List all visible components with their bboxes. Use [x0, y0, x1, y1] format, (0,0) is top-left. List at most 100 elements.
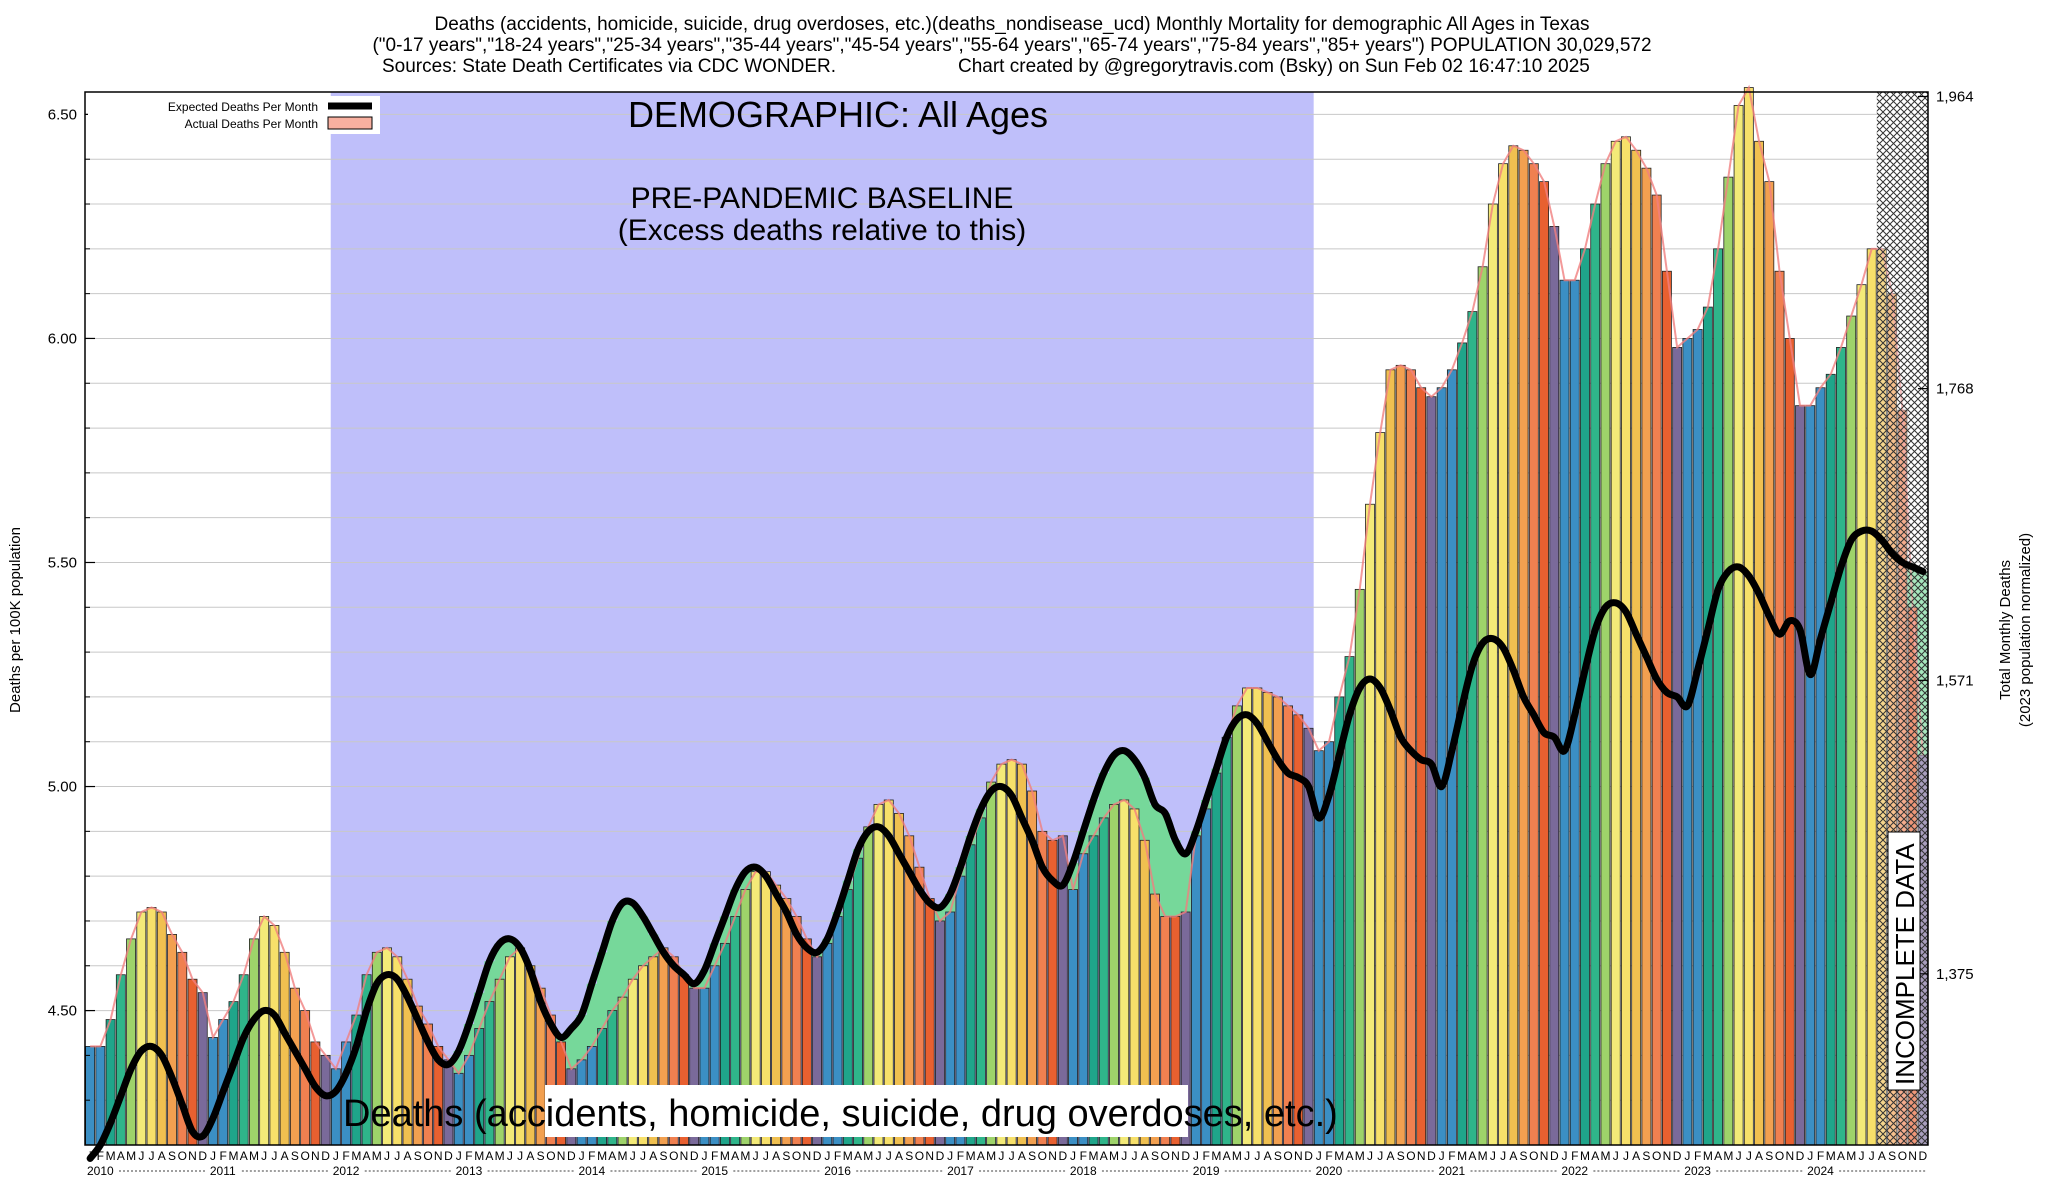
month-label: J	[1439, 1149, 1445, 1163]
month-label: A	[363, 1149, 371, 1163]
month-label: M	[720, 1149, 730, 1163]
month-label: A	[1141, 1149, 1149, 1163]
month-label: M	[863, 1149, 873, 1163]
month-label: J	[1623, 1149, 1629, 1163]
month-label: M	[1089, 1149, 1099, 1163]
baseline-label: PRE-PANDEMIC BASELINE	[631, 182, 1014, 215]
month-label: A	[404, 1149, 412, 1163]
month-label: D	[1919, 1149, 1928, 1163]
actual-bar	[1528, 163, 1539, 1146]
actual-bar	[1856, 284, 1867, 1146]
actual-bar	[1518, 149, 1529, 1146]
chart-title: Deaths (accidents, homicide, suicide, dr…	[434, 14, 1589, 35]
year-label: 2010	[87, 1164, 114, 1178]
month-label: N	[1417, 1149, 1426, 1163]
month-label: O	[1161, 1149, 1170, 1163]
month-label: N	[434, 1149, 443, 1163]
month-label: A	[1264, 1149, 1272, 1163]
chart-subtitle: ("0-17 years","18-24 years","25-34 years…	[372, 35, 1651, 56]
month-label: S	[1520, 1149, 1528, 1163]
month-label: M	[351, 1149, 361, 1163]
month-label: M	[474, 1149, 484, 1163]
actual-bar	[1723, 176, 1734, 1146]
year-label: 2022	[1561, 1164, 1588, 1178]
actual-bar	[1692, 329, 1703, 1146]
actual-bar	[1221, 736, 1232, 1146]
actual-bar	[1795, 405, 1805, 1146]
actual-bar	[1610, 140, 1621, 1146]
actual-bar	[1385, 369, 1396, 1146]
month-label: J	[998, 1149, 1004, 1163]
actual-bar	[115, 974, 126, 1146]
actual-bar	[289, 987, 300, 1146]
month-label: A	[158, 1149, 166, 1163]
month-label: D	[321, 1149, 330, 1163]
actual-bar	[1743, 87, 1754, 1146]
actual-bar	[197, 992, 208, 1146]
actual-bar	[1600, 163, 1611, 1146]
month-label: M	[1723, 1149, 1733, 1163]
month-label: J	[1367, 1149, 1373, 1163]
y2-axis: 1,375 1,571 1,768 1,964	[1918, 88, 1974, 983]
month-label: O	[1283, 1149, 1292, 1163]
month-label: A	[772, 1149, 780, 1163]
month-label: J	[394, 1149, 400, 1163]
month-label: F	[834, 1149, 841, 1163]
month-label: F	[711, 1149, 718, 1163]
month-label: A	[608, 1149, 616, 1163]
month-label: A	[649, 1149, 657, 1163]
y2-axis-label: Total Monthly Deaths	[1997, 560, 2014, 700]
month-label: J	[630, 1149, 636, 1163]
month-label: M	[843, 1149, 853, 1163]
month-label: D	[1427, 1149, 1436, 1163]
month-label: S	[1397, 1149, 1405, 1163]
year-label: 2017	[947, 1164, 974, 1178]
month-label: D	[1673, 1149, 1682, 1163]
month-label: F	[1202, 1149, 1209, 1163]
year-label: 2011	[210, 1164, 236, 1178]
month-label: J	[1316, 1149, 1322, 1163]
month-label: F	[97, 1149, 104, 1163]
actual-bar	[1559, 279, 1570, 1146]
month-label: D	[690, 1149, 699, 1163]
month-label: J	[384, 1149, 390, 1163]
month-label: S	[1888, 1149, 1896, 1163]
month-label: S	[414, 1149, 422, 1163]
month-label: S	[782, 1149, 790, 1163]
month-label: N	[1663, 1149, 1672, 1163]
month-label: M	[1703, 1149, 1713, 1163]
y-axis: 4.50 5.00 5.50 6.00 6.50	[48, 106, 95, 1101]
month-label: D	[1058, 1149, 1067, 1163]
actual-bar	[1590, 203, 1601, 1146]
month-label: F	[465, 1149, 472, 1163]
month-label: J	[753, 1149, 759, 1163]
chart-sources: Sources: State Death Certificates via CD…	[382, 56, 836, 77]
month-label: M	[1580, 1149, 1590, 1163]
month-label: S	[659, 1149, 667, 1163]
month-label: J	[1613, 1149, 1619, 1163]
month-label: A	[1386, 1149, 1394, 1163]
actual-bar	[1713, 248, 1724, 1146]
actual-bar	[279, 951, 290, 1146]
month-label: J	[1869, 1149, 1875, 1163]
month-label: M	[1211, 1149, 1221, 1163]
actual-bar	[1467, 311, 1478, 1146]
month-label: S	[1151, 1149, 1159, 1163]
month-label: J	[1746, 1149, 1752, 1163]
month-label: J	[824, 1149, 830, 1163]
actual-bar	[1375, 432, 1386, 1146]
month-label: J	[87, 1149, 93, 1163]
month-label: D	[567, 1149, 576, 1163]
actual-bar	[1672, 347, 1683, 1146]
month-label: S	[905, 1149, 913, 1163]
year-label: 2015	[701, 1164, 728, 1178]
month-label: J	[1193, 1149, 1199, 1163]
month-label: J	[1684, 1149, 1690, 1163]
month-label: J	[876, 1149, 882, 1163]
actual-bar	[1815, 387, 1826, 1146]
actual-bar	[1784, 338, 1795, 1146]
month-label: M	[740, 1149, 750, 1163]
month-label: J	[138, 1149, 144, 1163]
month-label: M	[249, 1149, 259, 1163]
year-label: 2021	[1439, 1164, 1466, 1178]
